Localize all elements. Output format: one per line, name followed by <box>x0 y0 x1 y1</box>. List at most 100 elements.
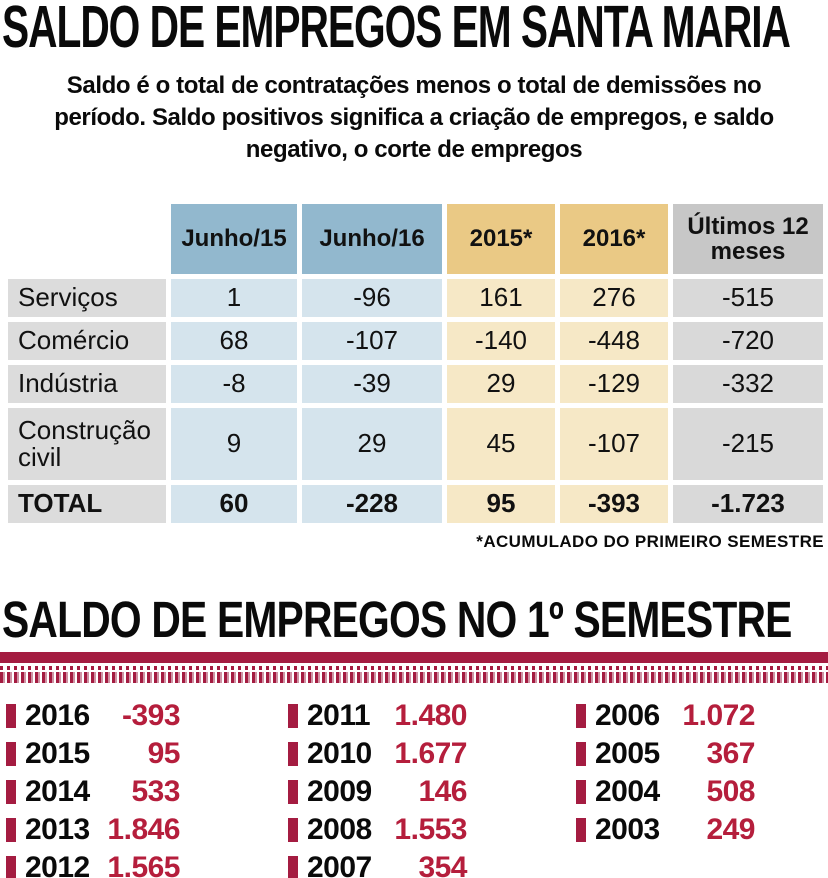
table-cell: 1 <box>171 279 297 317</box>
bullet-marker <box>6 704 16 728</box>
entry-year: 2014 <box>25 775 90 808</box>
row-label: Comércio <box>8 322 166 360</box>
year-entry: 2008 1.553 <box>288 811 467 849</box>
divider-solid-bar <box>0 652 828 663</box>
page-subtitle: Saldo é o total de contratações menos o … <box>0 70 828 166</box>
entry-year: 2007 <box>307 851 372 878</box>
entry-value: 354 <box>418 851 467 878</box>
entry-year: 2015 <box>25 737 90 770</box>
row-label: Indústria <box>8 365 166 403</box>
total-cell: -228 <box>302 485 442 523</box>
subtitle-line: negativo, o corte de empregos <box>245 136 583 163</box>
bullet-marker <box>288 742 298 766</box>
table-footnote: *ACUMULADO DO PRIMEIRO SEMESTRE <box>476 532 824 551</box>
year-entry: 2011 1.480 <box>288 697 467 735</box>
table-cell: 276 <box>560 279 668 317</box>
page-title: SALDO DE EMPREGOS EM SANTA MARIA <box>2 0 791 60</box>
entry-year: 2008 <box>307 813 372 846</box>
total-cell: -1.723 <box>673 485 823 523</box>
bullet-marker <box>576 818 586 842</box>
entry-value: 1.480 <box>394 699 467 732</box>
column-header-junho15: Junho/15 <box>171 204 297 274</box>
table-cell: -515 <box>673 279 823 317</box>
year-entry: 2014 533 <box>6 773 180 811</box>
year-entry: 2016 -393 <box>6 697 181 735</box>
bullet-marker <box>6 742 16 766</box>
table-cell: 29 <box>302 408 442 480</box>
bullet-marker <box>288 856 298 878</box>
row-label: Serviços <box>8 279 166 317</box>
divider-stripes-row <box>0 672 828 683</box>
year-entry: 2003 249 <box>576 811 755 849</box>
entry-year: 2016 <box>25 699 90 732</box>
table-cell: 29 <box>447 365 555 403</box>
table-cell: 68 <box>171 322 297 360</box>
column-header-2016: 2016* <box>560 204 668 274</box>
entry-year: 2013 <box>25 813 90 846</box>
year-entry: 2009 146 <box>288 773 467 811</box>
table-cell: -720 <box>673 322 823 360</box>
table-cell: 161 <box>447 279 555 317</box>
year-entry: 2012 1.565 <box>6 849 180 878</box>
year-list-column-3: 2006 1.072 2005 367 2004 508 2003 249 <box>576 697 755 849</box>
year-list-column-1: 2016 -393 2015 95 2014 533 2013 1.846 20… <box>6 697 181 878</box>
column-header-junho16: Junho/16 <box>302 204 442 274</box>
total-cell: 95 <box>447 485 555 523</box>
bullet-marker <box>6 780 16 804</box>
table-cell: -140 <box>447 322 555 360</box>
entry-value: 146 <box>418 775 467 808</box>
entry-value: 1.677 <box>394 737 467 770</box>
year-entry: 2013 1.846 <box>6 811 180 849</box>
bullet-marker <box>6 818 16 842</box>
entry-year: 2005 <box>595 737 660 770</box>
entry-year: 2010 <box>307 737 372 770</box>
entry-year: 2004 <box>595 775 660 808</box>
entry-year: 2006 <box>595 699 660 732</box>
year-entry: 2010 1.677 <box>288 735 467 773</box>
entry-year: 2009 <box>307 775 372 808</box>
year-entry: 2007 354 <box>288 849 467 878</box>
entry-value: 1.565 <box>107 851 180 878</box>
bullet-marker <box>576 780 586 804</box>
entry-value: 249 <box>706 813 755 846</box>
table-cell: -332 <box>673 365 823 403</box>
table-cell: -39 <box>302 365 442 403</box>
table-cell: 45 <box>447 408 555 480</box>
table-cell: -107 <box>302 322 442 360</box>
entry-value: -393 <box>121 699 181 732</box>
total-row-label: TOTAL <box>8 485 166 523</box>
entry-value: 367 <box>706 737 755 770</box>
entry-value: 1.553 <box>394 813 467 846</box>
semester-section-title: SALDO DE EMPREGOS NO 1º SEMESTRE <box>2 591 792 648</box>
table-cell: -448 <box>560 322 668 360</box>
bullet-marker <box>288 704 298 728</box>
table-corner-cell <box>8 204 166 274</box>
total-cell: -393 <box>560 485 668 523</box>
entry-year: 2012 <box>25 851 90 878</box>
entry-value: 1.846 <box>107 813 180 846</box>
striped-divider <box>0 652 828 683</box>
table-cell: -8 <box>171 365 297 403</box>
bullet-marker <box>288 780 298 804</box>
entry-year: 2011 <box>307 699 371 732</box>
divider-dots-row <box>0 666 828 670</box>
year-entry: 2005 367 <box>576 735 755 773</box>
subtitle-line: período. Saldo positivos significa a cri… <box>54 104 774 131</box>
entry-value: 1.072 <box>682 699 755 732</box>
table-cell: 9 <box>171 408 297 480</box>
total-cell: 60 <box>171 485 297 523</box>
subtitle-line: Saldo é o total de contratações menos o … <box>66 72 762 99</box>
entry-value: 95 <box>147 737 181 770</box>
table-cell: -107 <box>560 408 668 480</box>
entry-value: 533 <box>131 775 180 808</box>
bullet-marker <box>6 856 16 878</box>
table-cell: -96 <box>302 279 442 317</box>
year-entry: 2004 508 <box>576 773 755 811</box>
year-entry: 2006 1.072 <box>576 697 755 735</box>
row-label: Construção civil <box>8 408 166 480</box>
column-header-2015: 2015* <box>447 204 555 274</box>
year-list-column-2: 2011 1.480 2010 1.677 2009 146 2008 1.55… <box>288 697 467 878</box>
table-cell: -129 <box>560 365 668 403</box>
bullet-marker <box>576 704 586 728</box>
